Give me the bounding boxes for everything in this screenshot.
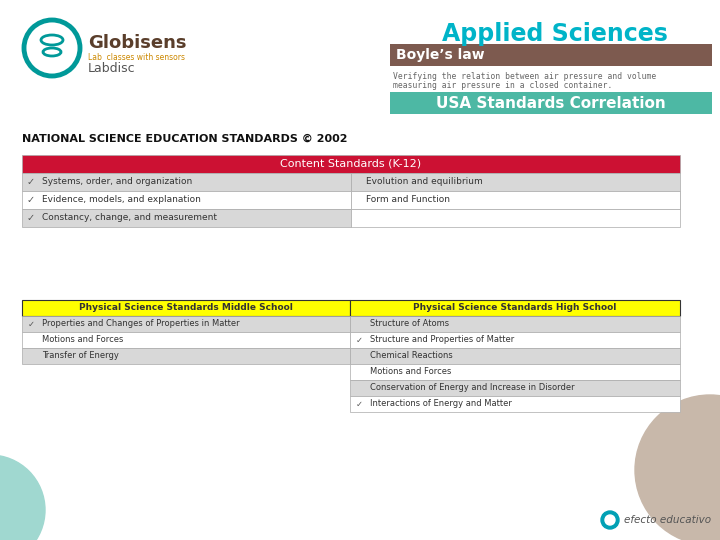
Bar xyxy=(22,300,350,316)
Text: Physical Science Standards Middle School: Physical Science Standards Middle School xyxy=(79,303,293,313)
Text: Physical Science Standards High School: Physical Science Standards High School xyxy=(413,303,617,313)
Text: ✓: ✓ xyxy=(356,400,362,408)
Text: Systems, order, and organization: Systems, order, and organization xyxy=(42,178,192,186)
Text: Constancy, change, and measurement: Constancy, change, and measurement xyxy=(42,213,217,222)
Circle shape xyxy=(601,511,619,529)
Text: Form and Function: Form and Function xyxy=(366,195,450,205)
Bar xyxy=(350,364,680,380)
Text: Evidence, models, and explanation: Evidence, models, and explanation xyxy=(42,195,201,205)
Bar xyxy=(351,191,680,209)
Bar xyxy=(350,316,680,332)
Bar xyxy=(350,348,680,364)
Text: Motions and Forces: Motions and Forces xyxy=(42,335,123,345)
Bar xyxy=(351,209,680,227)
Text: Interactions of Energy and Matter: Interactions of Energy and Matter xyxy=(370,400,512,408)
Text: Lab  classes with sensors: Lab classes with sensors xyxy=(88,52,185,62)
Text: Conservation of Energy and Increase in Disorder: Conservation of Energy and Increase in D… xyxy=(370,383,575,393)
Text: Labdisc: Labdisc xyxy=(88,62,135,75)
Bar xyxy=(351,191,680,209)
Text: efecto educativo: efecto educativo xyxy=(624,515,711,525)
Bar xyxy=(22,209,351,227)
Text: Applied Sciences: Applied Sciences xyxy=(442,22,668,46)
Text: Structure of Atoms: Structure of Atoms xyxy=(370,320,449,328)
Text: Evolution and equilibrium: Evolution and equilibrium xyxy=(366,178,482,186)
Text: Globisens: Globisens xyxy=(88,34,186,52)
Bar xyxy=(390,44,712,66)
Bar xyxy=(22,155,680,173)
Text: Motions and Forces: Motions and Forces xyxy=(370,368,451,376)
Text: ✓: ✓ xyxy=(27,195,35,205)
Bar xyxy=(22,191,351,209)
Bar xyxy=(22,332,350,348)
Text: NATIONAL SCIENCE EDUCATION STANDARDS © 2002: NATIONAL SCIENCE EDUCATION STANDARDS © 2… xyxy=(22,134,348,144)
Text: ✓: ✓ xyxy=(27,213,35,223)
Circle shape xyxy=(635,395,720,540)
Bar xyxy=(350,380,680,396)
Bar xyxy=(350,332,680,348)
Text: Chemical Reactions: Chemical Reactions xyxy=(370,352,453,361)
Text: Verifying the relation between air pressure and volume: Verifying the relation between air press… xyxy=(393,72,656,81)
Text: ✓: ✓ xyxy=(27,177,35,187)
Bar xyxy=(350,396,680,412)
Text: ✓: ✓ xyxy=(27,320,35,328)
Text: Boyle’s law: Boyle’s law xyxy=(396,48,485,62)
Circle shape xyxy=(0,455,45,540)
Text: Properties and Changes of Properties in Matter: Properties and Changes of Properties in … xyxy=(42,320,240,328)
Circle shape xyxy=(605,515,615,525)
Bar xyxy=(351,173,680,191)
Bar xyxy=(22,316,350,332)
Text: Transfer of Energy: Transfer of Energy xyxy=(42,352,119,361)
Bar xyxy=(22,173,351,191)
Text: ✓: ✓ xyxy=(356,335,362,345)
Text: USA Standards Correlation: USA Standards Correlation xyxy=(436,96,666,111)
Bar xyxy=(390,92,712,114)
Text: Content Standards (K-12): Content Standards (K-12) xyxy=(280,159,422,169)
Text: measuring air pressure in a closed container.: measuring air pressure in a closed conta… xyxy=(393,81,613,90)
Text: Structure and Properties of Matter: Structure and Properties of Matter xyxy=(370,335,514,345)
Bar xyxy=(22,348,350,364)
Bar xyxy=(350,300,680,316)
